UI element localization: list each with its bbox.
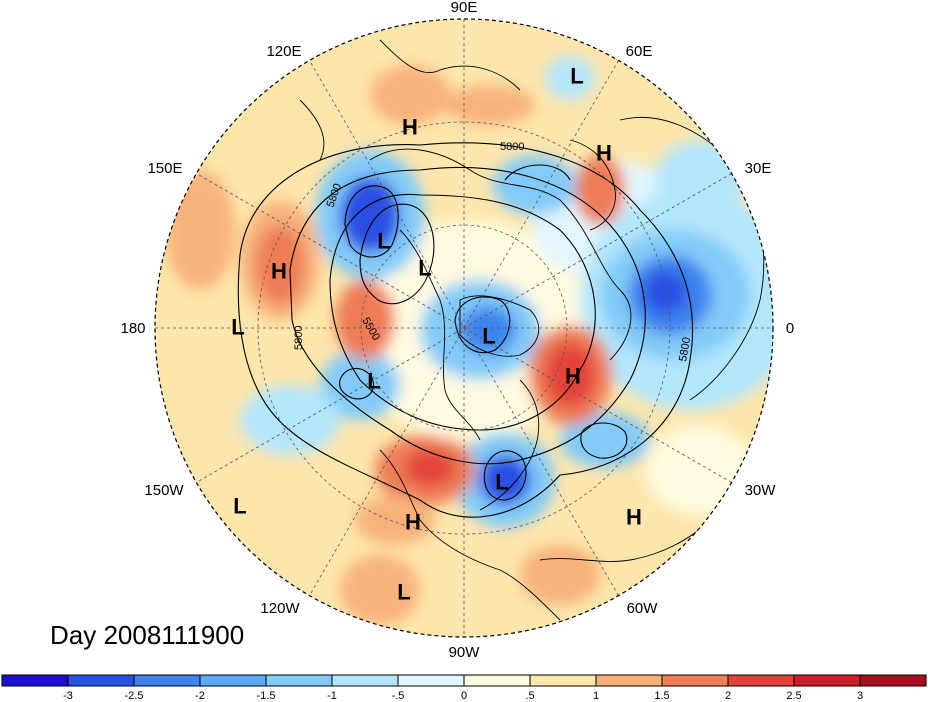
lon-label-60e: 60E xyxy=(626,43,653,60)
high-center: H xyxy=(565,364,581,389)
coastlines xyxy=(299,39,765,621)
graticule xyxy=(155,19,773,637)
colorbar-tick-label: 3 xyxy=(857,690,863,702)
low-center: L xyxy=(418,256,431,281)
colorbar-box xyxy=(67,674,135,687)
colorbar-box xyxy=(727,674,795,687)
colorbar-tick-label: 1.5 xyxy=(654,690,669,702)
colorbar-tick-label: 1 xyxy=(593,690,599,702)
lon-label-150e: 150E xyxy=(147,160,182,177)
colorbar-box xyxy=(1,674,69,687)
colorbar-tick-label: -3 xyxy=(63,690,73,702)
contour-label: 5800 xyxy=(293,326,305,350)
colorbar-boxes xyxy=(1,674,927,687)
colorbar-tick-label: 2.5 xyxy=(786,690,801,702)
colorbar-tick-label: -2.5 xyxy=(125,690,144,702)
lon-label-120e: 120E xyxy=(266,43,301,60)
high-center: H xyxy=(271,259,287,284)
longitude-labels: 90E 60E 30E 0 30W 60W 90W 120W 150W 180 … xyxy=(120,0,794,661)
colorbar-box xyxy=(595,674,663,687)
low-center: L xyxy=(397,580,410,605)
colorbar-box xyxy=(199,674,267,687)
pressure-centers: L H H L L H L L H L H L H H L L xyxy=(231,64,642,605)
colorbar-box xyxy=(133,674,201,687)
colorbar-box xyxy=(661,674,729,687)
contour-label: 5800 xyxy=(677,336,693,362)
lon-label-180: 180 xyxy=(120,320,145,337)
lon-label-30w: 30W xyxy=(745,482,777,499)
colorbar-tick-label: -2 xyxy=(195,690,205,702)
colorbar-box xyxy=(397,674,465,687)
colorbar-tick-label: 2 xyxy=(725,690,731,702)
low-center: L xyxy=(233,494,246,519)
lon-label-90w: 90W xyxy=(449,644,481,661)
lon-label-30e: 30E xyxy=(745,160,772,177)
colorbar-box xyxy=(859,674,927,687)
lon-label-0: 0 xyxy=(786,320,794,337)
lon-label-120w: 120W xyxy=(260,600,300,617)
low-center: L xyxy=(231,315,244,340)
colorbar-box xyxy=(331,674,399,687)
high-center: H xyxy=(402,115,418,140)
contour-label: 5800 xyxy=(500,141,524,153)
map-boundary xyxy=(154,18,774,638)
anomaly-field xyxy=(155,19,773,637)
colorbar-box xyxy=(529,674,597,687)
lon-label-90e: 90E xyxy=(451,0,478,16)
low-center: L xyxy=(367,369,380,394)
colorbar-tick-label: -1 xyxy=(327,690,337,702)
polar-map: 5800 5800 5500 5800 5800 90E 60E 30E 0 3… xyxy=(120,0,794,661)
colorbar-ticks: -3 -2.5 -2 -1.5 -1 -.5 0 .5 1 1.5 2 2.5 3 xyxy=(63,690,863,702)
map-title: Day 2008111900 xyxy=(50,620,245,650)
colorbar-tick-label: -.5 xyxy=(392,690,405,702)
colorbar: -3 -2.5 -2 -1.5 -1 -.5 0 .5 1 1.5 2 2.5 3 xyxy=(1,674,927,702)
low-center: L xyxy=(495,470,508,495)
low-center: L xyxy=(377,229,390,254)
colorbar-tick-label: -1.5 xyxy=(257,690,276,702)
colorbar-tick-label: .5 xyxy=(525,690,534,702)
colorbar-box xyxy=(265,674,333,687)
high-center: H xyxy=(596,141,612,166)
low-center: L xyxy=(482,324,495,349)
colorbar-box xyxy=(793,674,861,687)
height-contours xyxy=(237,142,694,518)
colorbar-box xyxy=(463,674,531,687)
high-center: H xyxy=(626,505,642,530)
colorbar-tick-label: 0 xyxy=(461,690,467,702)
high-center: H xyxy=(405,510,421,535)
lon-label-60w: 60W xyxy=(627,600,659,617)
lon-label-150w: 150W xyxy=(144,482,184,499)
low-center: L xyxy=(570,64,583,89)
